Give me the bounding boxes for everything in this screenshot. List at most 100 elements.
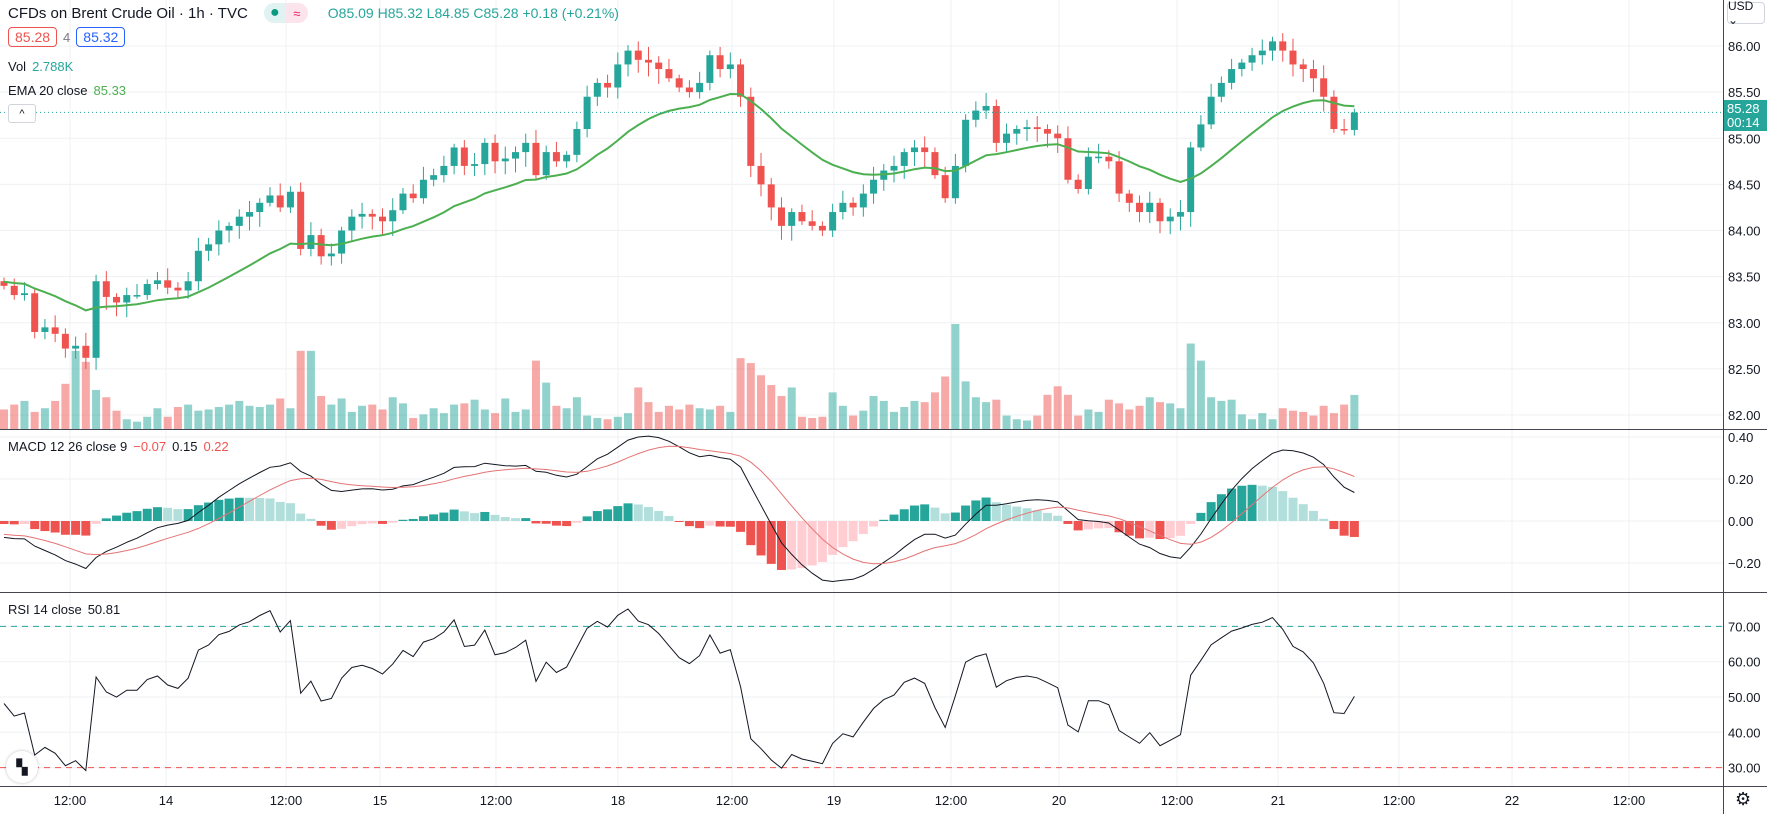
candle-body [818, 225, 826, 231]
volume-bar [1023, 420, 1031, 429]
candle [1074, 174, 1082, 194]
candle [808, 210, 816, 231]
candle [1217, 76, 1225, 103]
volume-bar [1329, 413, 1338, 429]
candle [1320, 65, 1328, 112]
macd-histogram-bar [1186, 521, 1196, 525]
spread-value: 4 [63, 29, 71, 45]
volume-bar [572, 397, 581, 429]
macd-histogram-bar [1278, 491, 1288, 521]
candle [941, 166, 949, 203]
volume-bar [777, 396, 786, 429]
candle-body [1105, 156, 1113, 162]
candle-body [266, 195, 274, 203]
candle [389, 198, 397, 237]
candle [61, 328, 69, 358]
volume-bar [1104, 399, 1113, 429]
candle [113, 293, 121, 317]
macd-histogram-bar [981, 497, 991, 521]
candle [522, 133, 530, 167]
candle-body [450, 147, 458, 166]
high-value: H85.32 [377, 5, 423, 21]
macd-histogram-bar [408, 518, 418, 521]
macd-histogram-bar [275, 501, 285, 521]
volume-bar [214, 407, 223, 429]
candle-body [297, 191, 305, 249]
candle [1340, 118, 1348, 135]
market-status[interactable]: ● ≈ [263, 3, 308, 23]
volume-bar [736, 358, 745, 429]
candle-body [962, 119, 970, 166]
price-axis-label: 84.00 [1728, 224, 1761, 239]
volume-bar [112, 410, 121, 429]
macd-histogram-bar [81, 521, 91, 536]
volume-legend[interactable]: Vol 2.788K [8, 59, 73, 74]
volume-bar [1268, 419, 1277, 429]
settings-icon[interactable]: ⚙ [1735, 789, 1752, 809]
volume-bar [787, 387, 796, 429]
macd-axis-label: −0.20 [1728, 556, 1761, 571]
rsi-axis-label: 50.00 [1728, 690, 1761, 705]
candle-body [726, 64, 734, 70]
macd-histogram-bar [909, 505, 919, 521]
candle [51, 315, 59, 343]
macd-histogram-bar [245, 497, 255, 521]
macd-histogram-bar [122, 512, 132, 521]
volume-bar [859, 410, 868, 429]
candle [102, 271, 110, 310]
time-axis-label: 15 [373, 793, 387, 808]
volume-bar [869, 396, 878, 429]
buy-price-button[interactable]: 85.32 [76, 27, 126, 47]
macd-histogram-bar [1268, 486, 1278, 521]
candle-body [757, 165, 765, 185]
macd-legend[interactable]: MACD 12 26 close 9 −0.07 0.15 0.22 [8, 439, 229, 454]
candle-body [389, 210, 397, 222]
volume-bar [562, 408, 571, 429]
tradingview-logo[interactable]: ▚ [6, 751, 38, 783]
candle [174, 282, 182, 298]
candle-body [10, 285, 18, 296]
volume-bar [296, 350, 305, 429]
close-value: C85.28 [473, 5, 519, 21]
candle-body [1248, 55, 1256, 63]
volume-bar [767, 385, 776, 429]
ema-legend[interactable]: EMA 20 close 85.33 [8, 83, 126, 98]
candle [153, 272, 161, 290]
open-value: O85.09 [327, 5, 374, 21]
volume-bar [491, 413, 500, 429]
macd-histogram-bar [101, 518, 111, 521]
macd-histogram-bar [623, 503, 633, 521]
macd-histogram-bar [1094, 521, 1104, 529]
macd-histogram-bar [1206, 502, 1216, 521]
macd-histogram-bar [643, 507, 653, 521]
sell-price-button[interactable]: 85.28 [8, 27, 58, 47]
macd-line-value: 0.15 [172, 439, 198, 454]
symbol-title[interactable]: CFDs on Brent Crude Oil · 1h · TVC [8, 4, 248, 22]
currency-button[interactable]: USD ⌄ [1727, 0, 1765, 27]
volume-bar [1309, 415, 1318, 429]
macd-histogram-bar [1073, 521, 1083, 531]
macd-histogram-bar [1022, 508, 1032, 521]
candle [757, 153, 765, 197]
volume-bar [276, 398, 285, 429]
macd-histogram-bar [684, 521, 694, 527]
candle [747, 87, 755, 177]
macd-histogram-bar [572, 521, 582, 523]
candle-body [205, 244, 213, 251]
volume-bar [838, 405, 847, 429]
macd-histogram-bar [1216, 494, 1226, 521]
candle [644, 46, 652, 77]
volume-bar [511, 411, 520, 429]
time-axis-label: 20 [1052, 793, 1066, 808]
macd-histogram-bar [521, 518, 531, 521]
candle-body [491, 142, 499, 162]
collapse-legend-button[interactable]: ^ [8, 104, 36, 123]
candle-body [1033, 127, 1041, 130]
candle-body [1156, 202, 1164, 222]
candle [501, 146, 509, 175]
volume-bar [358, 405, 367, 429]
rsi-legend[interactable]: RSI 14 close 50.81 [8, 602, 120, 617]
macd-histogram-bar [367, 521, 377, 524]
time-axis-label: 12:00 [270, 793, 303, 808]
